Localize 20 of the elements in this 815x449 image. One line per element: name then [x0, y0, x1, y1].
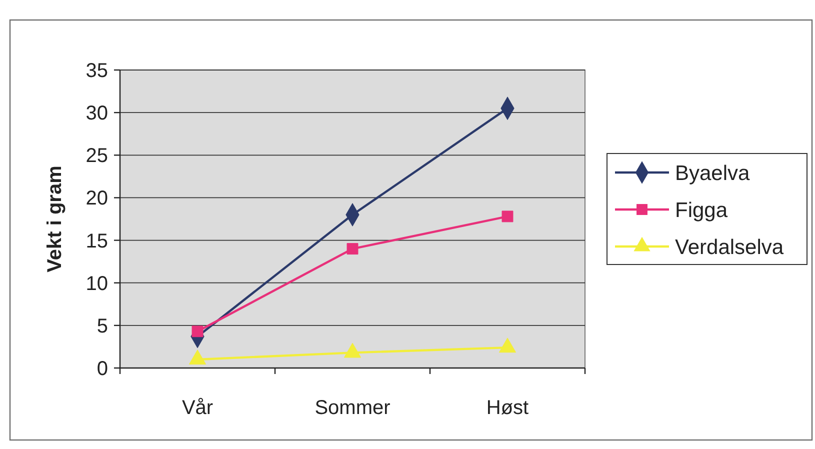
point: [502, 210, 514, 222]
y-tick-label: 15: [86, 230, 108, 252]
y-axis-title: Vekt i gram: [44, 166, 66, 272]
legend-label: Verdalselva: [675, 236, 784, 259]
y-tick-label: 5: [96, 315, 108, 338]
y-tick-label: 20: [86, 188, 108, 210]
y-tick-label: 0: [96, 358, 108, 380]
point: [188, 350, 206, 365]
x-tick-label: Høst: [486, 397, 530, 419]
y-tick-label: 35: [86, 60, 108, 82]
x-tick-label: Vår: [182, 397, 214, 419]
point: [344, 342, 362, 358]
y-tick-label: 25: [86, 145, 108, 168]
legend-label: Byaelva: [675, 162, 750, 185]
point: [498, 338, 516, 353]
legend-label: Figga: [675, 198, 728, 222]
y-tick-label: 10: [86, 272, 108, 295]
point: [346, 243, 358, 255]
x-tick-label: Sommer: [314, 397, 391, 419]
y-tick-label: 30: [86, 102, 108, 125]
